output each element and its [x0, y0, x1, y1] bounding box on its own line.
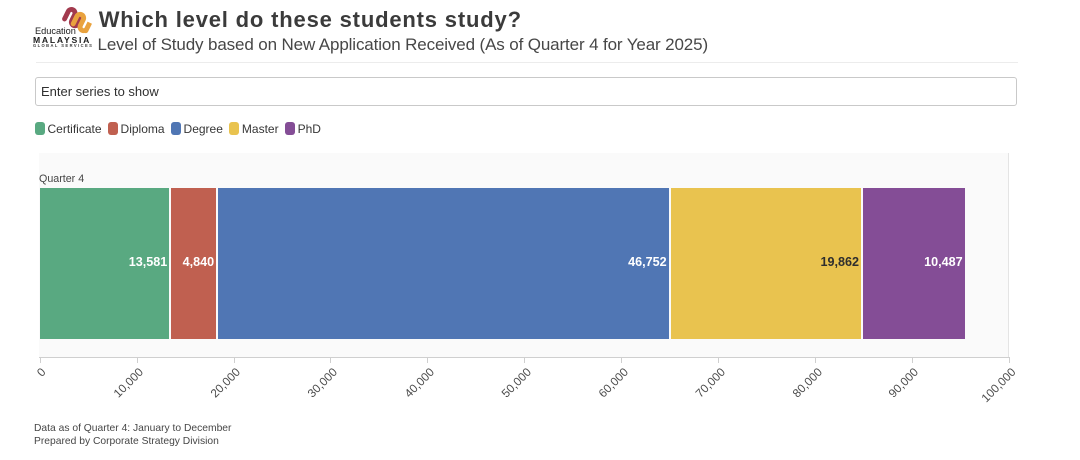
svg-text:MALAYSIA: MALAYSIA [33, 35, 91, 45]
svg-text:GLOBAL SERVICES: GLOBAL SERVICES [33, 43, 93, 48]
svg-text:Education: Education [35, 26, 76, 36]
